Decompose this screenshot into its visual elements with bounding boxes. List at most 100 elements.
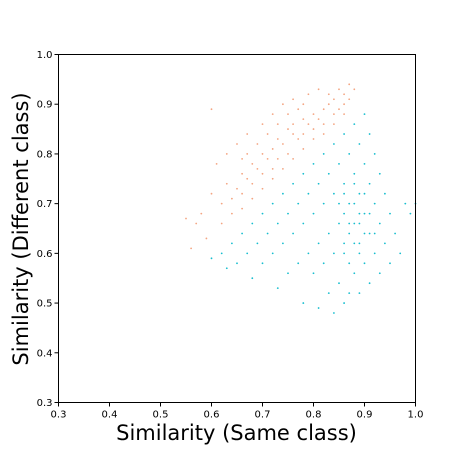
scatter-point-series-0	[307, 93, 310, 96]
scatter-point-series-0	[210, 108, 213, 111]
scatter-point-series-1	[343, 252, 345, 255]
scatter-point-series-1	[241, 232, 244, 235]
x-tick-label: 0.9	[357, 410, 373, 421]
scatter-point-series-1	[302, 222, 305, 225]
y-axis-ticks: 0.3 0.4 0.5 0.6 0.7 0.8 0.9 1.0	[37, 50, 59, 409]
scatter-point-series-1	[231, 242, 233, 245]
scatter-point-series-0	[292, 123, 294, 125]
x-tick-label: 0.3	[51, 410, 67, 421]
scatter-point-series-0	[287, 113, 289, 116]
scatter-point-series-0	[297, 138, 300, 140]
scatter-point-series-1	[246, 252, 249, 255]
scatter-point-series-0	[251, 182, 254, 185]
y-tick-label: 1.0	[37, 50, 53, 61]
scatter-point-series-1	[276, 287, 279, 290]
scatter-point-series-0	[338, 108, 340, 111]
scatter-point-series-0	[266, 133, 269, 135]
scatter-point-series-1	[373, 153, 376, 155]
scatter-point-series-1	[394, 232, 396, 235]
scatter-point-series-1	[399, 252, 402, 255]
scatter-point-series-0	[327, 93, 330, 96]
scatter-point-series-1	[358, 143, 361, 145]
scatter-point-series-1	[378, 172, 381, 175]
scatter-point-series-1	[373, 232, 376, 235]
scatter-point-series-0	[251, 162, 254, 165]
scatter-point-series-1	[373, 252, 376, 255]
y-tick-label: 0.8	[37, 149, 53, 160]
scatter-point-series-1	[358, 252, 361, 255]
scatter-point-series-1	[327, 172, 330, 175]
y-tick-label: 0.6	[37, 249, 53, 260]
scatter-point-series-0	[282, 167, 284, 170]
scatter-point-series-1	[256, 242, 259, 245]
scatter-point-series-1	[271, 252, 274, 255]
scatter-point-series-1	[261, 262, 264, 265]
scatter-point-series-0	[205, 237, 208, 240]
x-axis-ticks: 0.3 0.4 0.5 0.6 0.7 0.8 0.9 1.0	[51, 402, 424, 421]
scatter-point-series-1	[384, 192, 386, 195]
scatter-point-series-1	[220, 252, 223, 255]
scatter-point-series-1	[368, 212, 371, 215]
scatter-point-series-0	[317, 118, 320, 121]
scatter-point-series-0	[200, 212, 203, 215]
scatter-point-series-0	[276, 158, 279, 160]
scatter-point-series-0	[185, 217, 187, 220]
scatter-point-series-1	[282, 192, 284, 195]
scatter-point-series-1	[353, 123, 356, 125]
scatter-point-series-1	[292, 232, 294, 235]
scatter-point-series-1	[333, 143, 335, 145]
x-axis-label: Similarity (Same class)	[116, 421, 357, 445]
scatter-point-series-1	[333, 312, 335, 314]
scatter-point-series-1	[358, 212, 361, 215]
scatter-point-series-1	[312, 212, 315, 215]
scatter-point-series-1	[343, 212, 345, 215]
scatter-point-series-1	[302, 302, 305, 304]
scatter-point-series-0	[256, 167, 259, 170]
scatter-point-series-1	[312, 162, 315, 165]
scatter-point-series-1	[251, 277, 254, 280]
x-tick-label: 0.6	[204, 410, 220, 421]
scatter-point-series-1	[384, 242, 386, 245]
scatter-point-series-1	[312, 272, 315, 275]
scatter-point-series-0	[271, 167, 274, 170]
scatter-point-series-1	[358, 222, 361, 225]
scatter-point-series-0	[353, 88, 356, 91]
scatter-point-series-1	[348, 222, 351, 225]
scatter-point-series-1	[404, 202, 407, 205]
x-tick-label: 1.0	[408, 410, 424, 421]
scatter-point-series-0	[302, 103, 305, 106]
scatter-point-series-1	[363, 212, 366, 215]
scatter-point-series-1	[353, 242, 356, 245]
scatter-point-series-1	[287, 272, 289, 275]
scatter-point-series-1	[317, 182, 320, 185]
scatter-point-series-1	[287, 212, 289, 215]
y-tick-label: 0.5	[37, 299, 53, 310]
scatter-point-series-1	[368, 182, 371, 185]
scatter-point-series-0	[271, 177, 274, 180]
scatter-point-series-1	[333, 252, 335, 255]
scatter-point-series-0	[241, 207, 244, 210]
scatter-point-series-0	[302, 118, 305, 121]
scatter-point-series-1	[353, 172, 356, 175]
y-tick-label: 0.4	[37, 348, 53, 359]
scatter-point-series-1	[327, 232, 330, 235]
scatter-point-series-0	[317, 88, 320, 91]
y-tick-label: 0.3	[37, 398, 53, 409]
scatter-point-series-1	[368, 232, 371, 235]
scatter-point-series-0	[190, 247, 193, 250]
scatter-point-series-1	[297, 262, 300, 265]
scatter-point-series-1	[343, 192, 345, 195]
scatter-point-series-1	[292, 182, 294, 185]
scatter-point-series-0	[343, 93, 345, 96]
scatter-point-series-1	[322, 262, 325, 265]
scatter-point-series-1	[307, 192, 310, 195]
scatter-point-series-0	[225, 153, 228, 155]
scatter-point-series-0	[236, 143, 238, 145]
scatter-point-series-0	[327, 103, 330, 106]
scatter-point-series-1	[271, 202, 274, 205]
scatter-point-series-0	[282, 103, 284, 106]
scatter-point-series-1	[338, 162, 340, 165]
scatter-point-series-0	[302, 148, 305, 150]
scatter-point-series-1	[333, 192, 335, 195]
scatter-point-series-0	[322, 133, 325, 135]
